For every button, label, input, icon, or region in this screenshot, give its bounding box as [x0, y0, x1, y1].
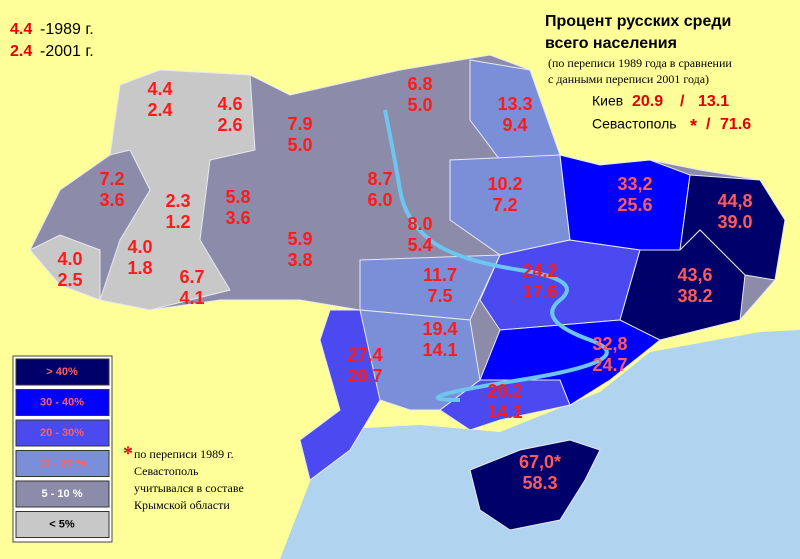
legend-swatch — [15, 389, 110, 416]
key-label: -2001 г. — [40, 43, 94, 60]
sea — [280, 330, 800, 559]
city-name: Севастополь — [592, 116, 677, 132]
region-value-2001: 14.1 — [422, 340, 457, 360]
region-value-2001: 5.4 — [407, 235, 432, 255]
key-value: 4.4 — [10, 21, 32, 38]
region-value-2001: 5.0 — [287, 135, 312, 155]
key-label: -1989 г. — [40, 21, 94, 38]
region-value-1989: 7.9 — [287, 114, 312, 134]
region-value-2001: 2.6 — [217, 115, 242, 135]
region-value-2001: 17.6 — [522, 282, 557, 302]
subtitle: с данными переписи 2001 года) — [548, 72, 709, 86]
legend-label: 20 - 30% — [40, 427, 84, 439]
city-sep: / — [680, 93, 685, 110]
region-value-1989: 6.8 — [407, 74, 432, 94]
title-line: всего населения — [545, 35, 677, 52]
region-value-1989: 2.3 — [165, 191, 190, 211]
ukraine — [29, 54, 786, 531]
legend-label: > 40% — [46, 366, 78, 378]
footnote-line: по переписи 1989 г. — [134, 447, 234, 461]
region-value-1989: 11.7 — [423, 265, 457, 285]
key: 4.4 -1989 г. 2.4 -2001 г. — [10, 21, 94, 60]
footnote-line: Севастополь — [134, 464, 199, 478]
city-value: * — [690, 116, 697, 136]
city-value: 13.1 — [698, 93, 729, 110]
region-value-1989: 24.2 — [522, 261, 557, 281]
region-value-2001: 7.5 — [427, 286, 452, 306]
region-value-1989: 43,6 — [677, 265, 712, 285]
legend: > 40% 30 - 40% 20 - 30% 10 - 20 % 5 - 10 % < … — [12, 355, 113, 543]
region-value-2001: 14.1 — [487, 402, 522, 422]
region-value-2001: 3.6 — [225, 208, 250, 228]
legend-swatch — [15, 480, 110, 508]
region-gt40 — [619, 229, 746, 341]
region-value-2001: 6.0 — [367, 190, 392, 210]
legend-label: 30 - 40% — [40, 396, 84, 408]
region-lt5 — [99, 69, 256, 311]
city-value: 20.9 — [632, 93, 663, 110]
region-value-2001: 7.2 — [492, 195, 517, 215]
region-value-1989: 5.9 — [287, 229, 312, 249]
region-value-2001: 25.6 — [617, 195, 652, 215]
region-value-1989: 8.7 — [367, 169, 392, 189]
legend-label: 10 - 20 % — [38, 457, 85, 469]
region-value-1989: 27.4 — [347, 345, 382, 365]
region-value-2001: 5.0 — [407, 95, 432, 115]
region-value-2001: 38.2 — [677, 286, 712, 306]
region-value-1989: 4.0 — [127, 237, 152, 257]
region-value-2001: 39.0 — [717, 212, 752, 232]
legend-swatch — [15, 511, 110, 538]
city-value: 71.6 — [720, 116, 751, 133]
region-value-2001: 4.1 — [179, 288, 204, 308]
region-value-1989: 8.0 — [407, 214, 432, 234]
title-line: Процент русских среди — [545, 13, 731, 30]
region-value-1989: 7.2 — [99, 169, 124, 189]
footnote-line: учитывался в составе — [134, 481, 244, 495]
region-value-2001: 3.8 — [287, 250, 312, 270]
region-labels: 4.42.4 4.62.6 7.95.06.85.0 13.39.47.23.6 2.3… — [57, 74, 752, 493]
region-value-2001: 2.4 — [147, 100, 172, 120]
legend-swatch — [15, 358, 110, 386]
region-value-1989: 32,8 — [592, 334, 627, 354]
region-value-1989: 44,8 — [717, 191, 752, 211]
dnieper — [383, 109, 609, 402]
region-value-1989: 67,0* — [519, 452, 561, 472]
region-value-1989: 10.2 — [487, 174, 522, 194]
region-value-2001: 2.5 — [57, 270, 82, 290]
region-20-30 — [299, 309, 381, 481]
region-value-1989: 33,2 — [617, 174, 652, 194]
crimea — [469, 439, 601, 531]
region-value-1989: 6.7 — [179, 267, 204, 287]
legend-swatch — [15, 450, 110, 477]
key-value: 2.4 — [10, 43, 32, 60]
region-value-2001: 3.6 — [99, 190, 124, 210]
region-lt5 — [29, 234, 101, 301]
footnote: * по переписи 1989 г. Севастополь учитыв… — [123, 443, 244, 512]
title: Процент русских среди всего населения (п… — [545, 13, 751, 136]
region-value-2001: 24.7 — [592, 355, 627, 375]
subtitle: (по переписи 1989 года в сравнении — [548, 56, 732, 70]
footnote-mark: * — [123, 443, 133, 465]
region-value-2001: 9.4 — [502, 115, 527, 135]
region-value-1989: 4.4 — [147, 79, 172, 99]
region-value-1989: 13.3 — [497, 94, 532, 114]
region-value-1989: 4.6 — [217, 94, 242, 114]
region-value-2001: 1.2 — [165, 212, 190, 232]
legend-swatch — [15, 419, 110, 447]
region-value-1989: 19.4 — [422, 319, 457, 339]
city-sep: / — [706, 116, 711, 133]
legend-label: 5 - 10 % — [42, 488, 83, 500]
city-name: Киев — [592, 93, 623, 109]
region-value-2001: 20.7 — [347, 366, 382, 386]
region-value-1989: 4.0 — [57, 249, 82, 269]
legend-label: < 5% — [49, 518, 75, 530]
footnote-line: Крымской области — [134, 498, 230, 512]
region-value-1989: 5.8 — [225, 187, 250, 207]
region-value-1989: 20.2 — [487, 381, 522, 401]
region-value-2001: 58.3 — [522, 473, 557, 493]
region-value-2001: 1.8 — [127, 258, 152, 278]
